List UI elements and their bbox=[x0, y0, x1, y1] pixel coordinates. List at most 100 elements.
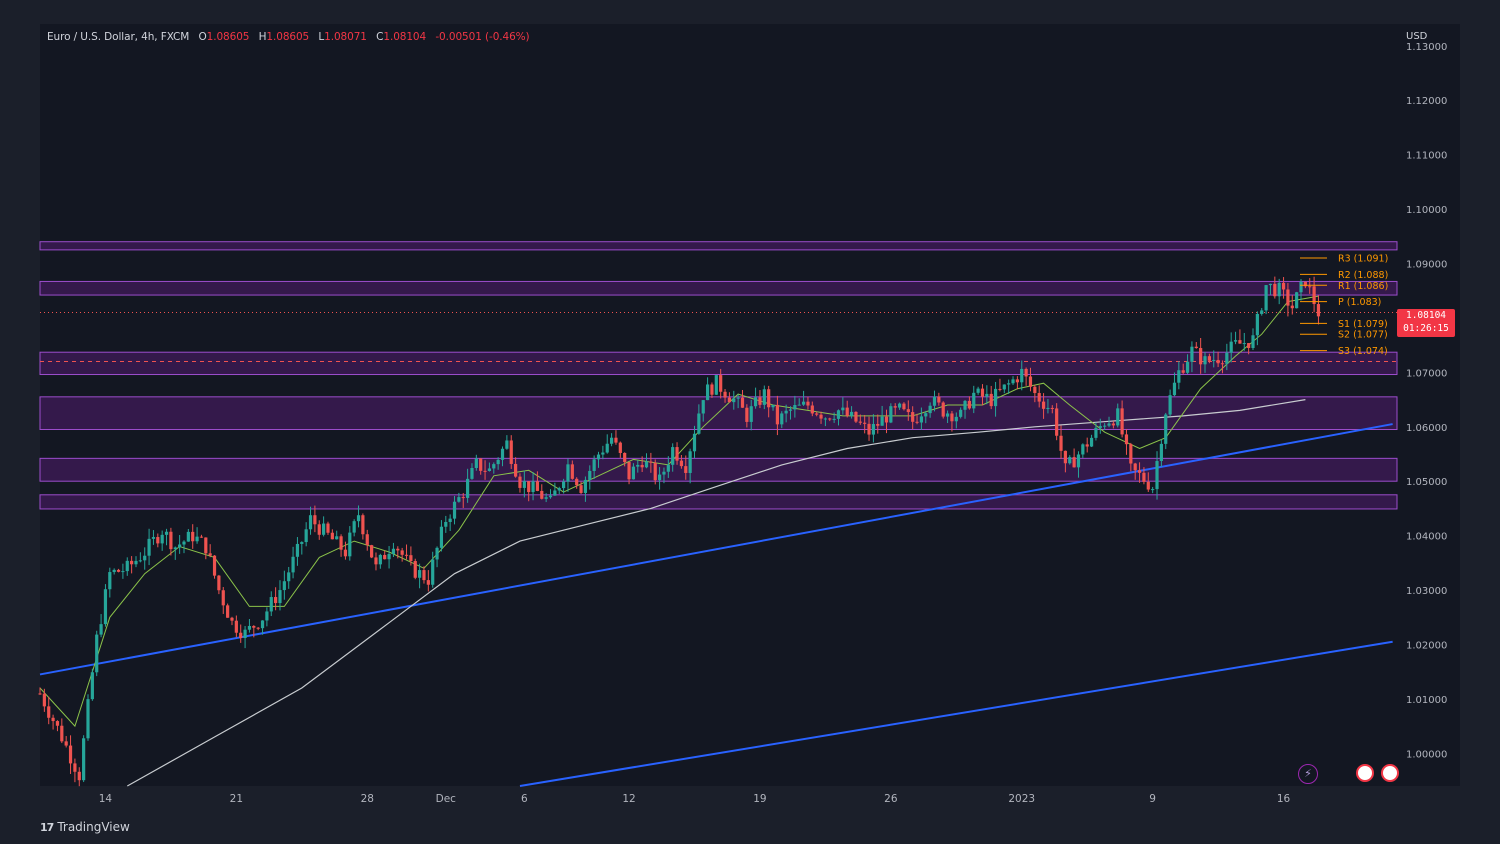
candle-body[interactable] bbox=[60, 725, 64, 742]
candle-body[interactable] bbox=[130, 560, 134, 565]
candle-body[interactable] bbox=[836, 410, 841, 419]
candle-body[interactable] bbox=[278, 590, 282, 604]
candle-body[interactable] bbox=[566, 464, 570, 482]
candle-body[interactable] bbox=[1203, 356, 1207, 365]
tradingview-logo[interactable]: 17 TradingView bbox=[40, 820, 130, 834]
candle-body[interactable] bbox=[291, 556, 295, 573]
candle-body[interactable] bbox=[618, 442, 622, 453]
supply-demand-zone[interactable] bbox=[39, 457, 1398, 482]
candle-body[interactable] bbox=[614, 437, 618, 443]
candle-body[interactable] bbox=[832, 418, 836, 420]
candle-body[interactable] bbox=[579, 485, 583, 493]
candle-body[interactable] bbox=[767, 389, 771, 408]
candle-body[interactable] bbox=[666, 464, 670, 472]
candle-body[interactable] bbox=[854, 411, 858, 422]
candle-body[interactable] bbox=[1268, 283, 1273, 286]
candle-body[interactable] bbox=[657, 474, 662, 481]
candle-body[interactable] bbox=[300, 542, 304, 544]
candle-body[interactable] bbox=[1220, 363, 1225, 365]
candle-body[interactable] bbox=[845, 407, 849, 416]
candle-body[interactable] bbox=[90, 672, 94, 700]
candle-body[interactable] bbox=[688, 451, 692, 473]
candle-body[interactable] bbox=[884, 416, 889, 423]
lightning-icon[interactable]: ⚡ bbox=[1298, 764, 1318, 784]
candle-body[interactable] bbox=[125, 560, 129, 572]
supply-demand-zone[interactable] bbox=[39, 280, 1398, 296]
candle-body[interactable] bbox=[609, 437, 614, 444]
candle-body[interactable] bbox=[950, 413, 954, 422]
candle-body[interactable] bbox=[745, 407, 749, 422]
candle-body[interactable] bbox=[204, 537, 208, 554]
candle-body[interactable] bbox=[287, 572, 291, 582]
candle-body[interactable] bbox=[208, 553, 212, 556]
candle-body[interactable] bbox=[959, 409, 963, 417]
candle-body[interactable] bbox=[919, 416, 923, 423]
candle-body[interactable] bbox=[1085, 444, 1089, 447]
candle-body[interactable] bbox=[1089, 437, 1094, 447]
candle-body[interactable] bbox=[924, 413, 928, 417]
candle-body[interactable] bbox=[487, 468, 492, 472]
candle-body[interactable] bbox=[1312, 286, 1316, 305]
candle-body[interactable] bbox=[1103, 425, 1107, 427]
candle-body[interactable] bbox=[326, 523, 330, 533]
candle-body[interactable] bbox=[1225, 352, 1229, 364]
candle-body[interactable] bbox=[1133, 463, 1137, 471]
candle-body[interactable] bbox=[553, 490, 557, 496]
candle-body[interactable] bbox=[780, 413, 784, 425]
candle-body[interactable] bbox=[164, 531, 169, 535]
candle-body[interactable] bbox=[269, 597, 273, 612]
candle-body[interactable] bbox=[710, 384, 714, 395]
candle-body[interactable] bbox=[758, 397, 762, 405]
candle-body[interactable] bbox=[191, 531, 195, 542]
candle-body[interactable] bbox=[1164, 414, 1168, 444]
candle-body[interactable] bbox=[540, 490, 544, 499]
candle-body[interactable] bbox=[727, 397, 732, 403]
candle-body[interactable] bbox=[492, 464, 496, 469]
candle-body[interactable] bbox=[461, 497, 465, 499]
candle-body[interactable] bbox=[570, 464, 574, 479]
candle-body[interactable] bbox=[470, 468, 474, 479]
candle-body[interactable] bbox=[810, 405, 814, 414]
candle-body[interactable] bbox=[684, 466, 688, 473]
candle-body[interactable] bbox=[701, 400, 705, 414]
plot-area[interactable] bbox=[40, 24, 1460, 786]
candle-body[interactable] bbox=[671, 447, 675, 465]
candle-body[interactable] bbox=[330, 532, 334, 540]
candle-body[interactable] bbox=[1281, 282, 1286, 290]
candle-body[interactable] bbox=[1015, 379, 1019, 383]
candle-body[interactable] bbox=[815, 413, 819, 415]
candle-body[interactable] bbox=[1168, 395, 1172, 415]
candle-body[interactable] bbox=[409, 555, 413, 562]
candle-body[interactable] bbox=[1216, 359, 1220, 364]
us-flag-icon[interactable] bbox=[1356, 764, 1374, 782]
candle-body[interactable] bbox=[391, 548, 396, 554]
candle-body[interactable] bbox=[592, 459, 596, 471]
candle-body[interactable] bbox=[1072, 457, 1076, 468]
candle-body[interactable] bbox=[1024, 368, 1028, 377]
candle-body[interactable] bbox=[1177, 370, 1181, 383]
candle-body[interactable] bbox=[1142, 472, 1146, 482]
supply-demand-zone[interactable] bbox=[39, 494, 1398, 510]
candle-body[interactable] bbox=[73, 763, 77, 772]
candle-body[interactable] bbox=[343, 549, 348, 557]
candle-body[interactable] bbox=[1207, 356, 1211, 361]
candle-body[interactable] bbox=[448, 518, 452, 522]
candle-body[interactable] bbox=[915, 421, 919, 423]
candle-body[interactable] bbox=[1046, 407, 1050, 409]
candle-body[interactable] bbox=[662, 471, 666, 475]
candle-body[interactable] bbox=[138, 560, 142, 562]
candle-body[interactable] bbox=[1238, 340, 1242, 344]
candle-body[interactable] bbox=[527, 481, 531, 493]
candle-body[interactable] bbox=[1129, 444, 1133, 464]
candle-body[interactable] bbox=[732, 398, 736, 403]
candle-body[interactable] bbox=[740, 397, 745, 408]
candle-body[interactable] bbox=[361, 515, 365, 535]
candle-body[interactable] bbox=[583, 479, 588, 493]
candle-body[interactable] bbox=[1308, 286, 1312, 288]
candle-body[interactable] bbox=[858, 421, 862, 423]
candle-body[interactable] bbox=[42, 693, 46, 707]
candle-body[interactable] bbox=[1041, 401, 1046, 409]
candle-body[interactable] bbox=[243, 629, 247, 638]
candle-body[interactable] bbox=[1251, 335, 1255, 348]
